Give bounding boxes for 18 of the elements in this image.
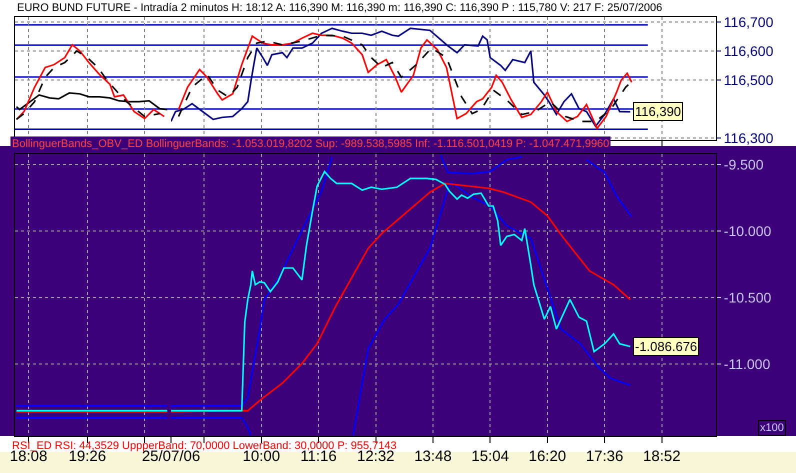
y-tick-label: -9.500 xyxy=(724,156,764,173)
y-tick-label: -10.000 xyxy=(724,223,772,240)
annotation: -1.086.676 xyxy=(635,339,698,354)
text: EURO BUND FUTURE - Intradía 2 minutos H: 18:12 A: 116,390 M: 116,390 m: 116,390 C: 116,390 P : 115,780 V: 217 F: 25/07/2006 xyxy=(17,2,662,14)
x-tick-label: 13:48 xyxy=(414,448,452,465)
annotation: 116,390 xyxy=(635,104,682,119)
x-tick-label: 18:52 xyxy=(643,448,681,465)
y-tick-label: 116,500 xyxy=(724,72,774,88)
x-tick-label: 16:20 xyxy=(528,448,566,465)
y-tick-label: -10.500 xyxy=(724,290,772,306)
y-tick-label: 116,600 xyxy=(724,42,774,59)
y-tick-label: 116,300 xyxy=(724,130,774,146)
x-tick-label: 17:36 xyxy=(586,448,624,465)
text: BollinguerBands_OBV_ED BollinguerBands: -1.053.019,8202 Sup: -989.538,5985 Inf: -1.116.501,0419 P: -1.047.471,9960 xyxy=(12,138,610,150)
text: x100 xyxy=(760,422,784,434)
y-tick-label: -11.000 xyxy=(724,356,770,372)
y-tick-label: 116,700 xyxy=(724,14,774,30)
x-tick-label: 15:04 xyxy=(471,448,509,465)
